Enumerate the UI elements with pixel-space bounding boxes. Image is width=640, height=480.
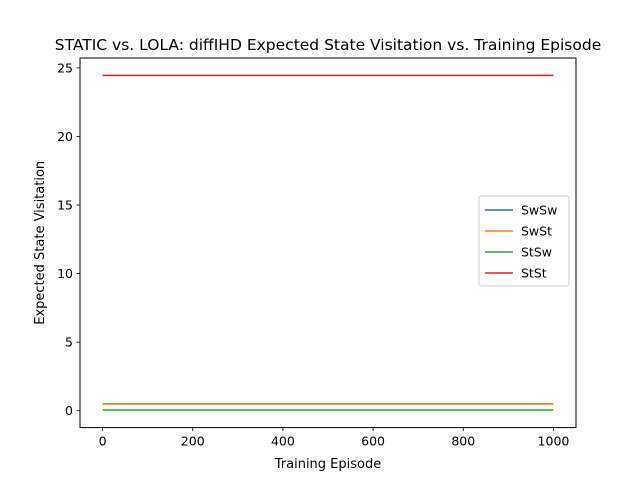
x-tick-label: 800 [451,434,475,449]
y-tick-label: 0 [65,403,73,418]
x-tick-label: 400 [271,434,295,449]
chart-title: STATIC vs. LOLA: diffIHD Expected State … [55,36,601,54]
y-axis-ticks: 0 5 10 15 20 25 [57,60,80,418]
x-axis-label: Training Episode [274,457,381,472]
y-tick-label: 25 [57,60,73,75]
x-tick-label: 1000 [538,434,570,449]
legend-label-swst: SwSt [521,224,552,239]
legend-label-stsw: StSw [521,245,552,260]
y-tick-label: 5 [65,335,73,350]
x-tick-label: 200 [181,434,205,449]
legend-label-swsw: SwSw [521,203,557,218]
legend-label-stst: StSt [521,266,547,281]
plot-frame [79,57,577,429]
x-tick-label: 0 [99,434,107,449]
plot-lines [102,74,554,411]
x-tick-label: 600 [361,434,385,449]
y-tick-label: 10 [57,266,73,281]
legend: SwSw SwSt StSw StSt [478,195,570,287]
x-axis-ticks: 0 200 400 600 800 1000 [99,427,570,449]
y-tick-label: 20 [57,129,73,144]
legend-box [478,195,570,287]
y-tick-label: 15 [57,198,73,213]
y-axis-label: Expected State Visitation [33,161,48,325]
